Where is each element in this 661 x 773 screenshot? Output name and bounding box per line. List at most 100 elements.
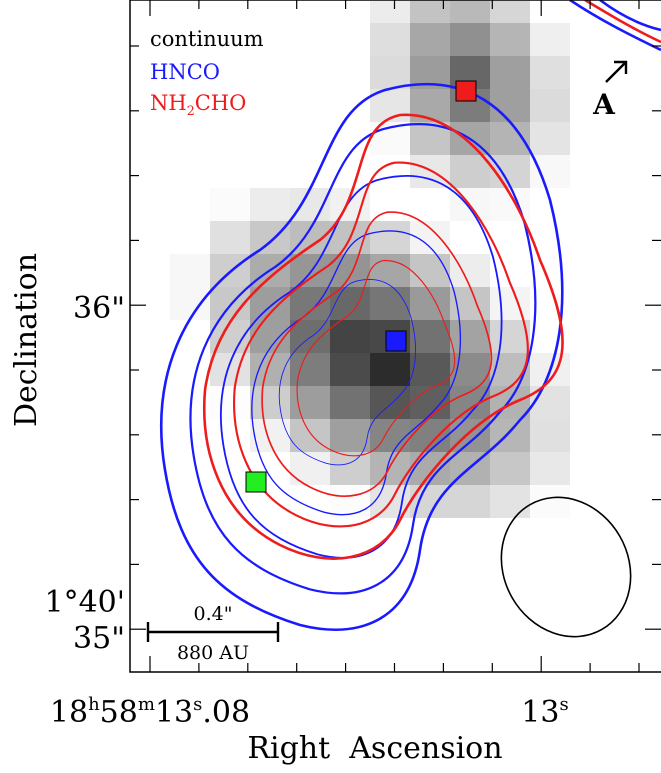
pixel	[410, 0, 450, 23]
pixel	[210, 386, 250, 419]
pixel	[490, 23, 530, 56]
pixel	[170, 254, 210, 287]
y-tick-label: 36"	[73, 291, 125, 326]
contours	[159, 0, 661, 631]
legend-part: NH	[150, 91, 187, 115]
x-axis-label: Right Ascension	[247, 731, 502, 766]
nh2cho-contour	[203, 113, 564, 560]
scale-length: 880 AU	[177, 642, 249, 664]
pixel	[370, 0, 410, 23]
pixel	[450, 320, 490, 353]
pixel	[410, 320, 450, 353]
pixel	[450, 155, 490, 188]
label-a: A	[592, 88, 616, 121]
pixel	[410, 254, 450, 287]
x-tick-label: 13s	[521, 694, 568, 730]
pixel	[490, 56, 530, 89]
pixel	[370, 56, 410, 89]
pixel	[330, 419, 370, 452]
pixel	[490, 0, 530, 23]
pixel	[330, 386, 370, 419]
pixel	[330, 485, 370, 518]
pixel	[370, 287, 410, 320]
pixel	[450, 485, 490, 518]
pixel	[530, 23, 570, 56]
pixel	[330, 320, 370, 353]
pixel	[290, 287, 330, 320]
pixel	[450, 419, 490, 452]
pixel	[490, 320, 530, 353]
pixel	[370, 23, 410, 56]
x-tick-part: h	[88, 694, 100, 715]
legend-nh2cho: NH2CHO	[150, 91, 246, 118]
pixel	[410, 155, 450, 188]
pixel	[330, 452, 370, 485]
pixel	[370, 419, 410, 452]
pixel	[530, 56, 570, 89]
pixel	[290, 386, 330, 419]
pixel	[450, 287, 490, 320]
x-tick-part: 13	[521, 695, 559, 730]
pixel	[530, 452, 570, 485]
pixel	[250, 221, 290, 254]
pixel	[290, 254, 330, 287]
y-axis-label: Declination	[9, 253, 44, 427]
pixel	[370, 353, 410, 386]
pixel	[530, 89, 570, 122]
green-marker	[245, 471, 267, 493]
pixel	[450, 0, 490, 23]
frame	[129, 0, 661, 673]
pixel	[490, 452, 530, 485]
pixel	[410, 419, 450, 452]
pixel	[210, 353, 250, 386]
y-tick-label: 1°40'	[44, 585, 125, 620]
legend-part: CHO	[195, 91, 247, 115]
beam	[500, 496, 632, 638]
pixel	[490, 419, 530, 452]
pixel	[490, 287, 530, 320]
y-tick-label: 35"	[73, 621, 125, 656]
pixel	[490, 89, 530, 122]
x-tick-part: 18	[50, 695, 88, 730]
pixel	[370, 254, 410, 287]
pixel	[490, 485, 530, 518]
continuum-image	[170, 0, 570, 551]
pixel	[410, 386, 450, 419]
pixel	[530, 419, 570, 452]
x-tick-label: 18h58m13s.08	[50, 694, 250, 730]
pixel	[210, 188, 250, 221]
x-tick-part: .08	[202, 695, 250, 730]
pixel	[250, 188, 290, 221]
legend-continuum: continuum	[150, 27, 264, 51]
pixel	[330, 188, 370, 221]
nh2cho-contour	[584, 0, 661, 44]
legend-hnco: HNCO	[150, 60, 220, 84]
x-tick-part: 58	[100, 695, 138, 730]
red-marker	[455, 80, 477, 102]
pixel	[410, 353, 450, 386]
x-tick-part: 13	[155, 695, 193, 730]
hnco-contour	[569, 0, 661, 52]
pixel	[290, 419, 330, 452]
pixel	[170, 287, 210, 320]
pixel	[370, 221, 410, 254]
ticks	[130, 0, 661, 672]
pixel	[250, 353, 290, 386]
pixel	[410, 89, 450, 122]
blue-marker	[385, 330, 407, 352]
legend-part: 2	[187, 103, 195, 118]
scale-bar	[146, 622, 280, 642]
pixel	[250, 386, 290, 419]
pixel	[410, 23, 450, 56]
pixel	[290, 353, 330, 386]
hnco-contour	[159, 82, 564, 631]
pixel	[530, 122, 570, 155]
pixel	[530, 155, 570, 188]
scale-angle: 0.4"	[194, 603, 233, 625]
pixel	[330, 353, 370, 386]
x-tick-part: s	[193, 694, 202, 715]
x-tick-part: m	[138, 694, 155, 715]
arrow	[605, 60, 628, 83]
pixel	[450, 23, 490, 56]
